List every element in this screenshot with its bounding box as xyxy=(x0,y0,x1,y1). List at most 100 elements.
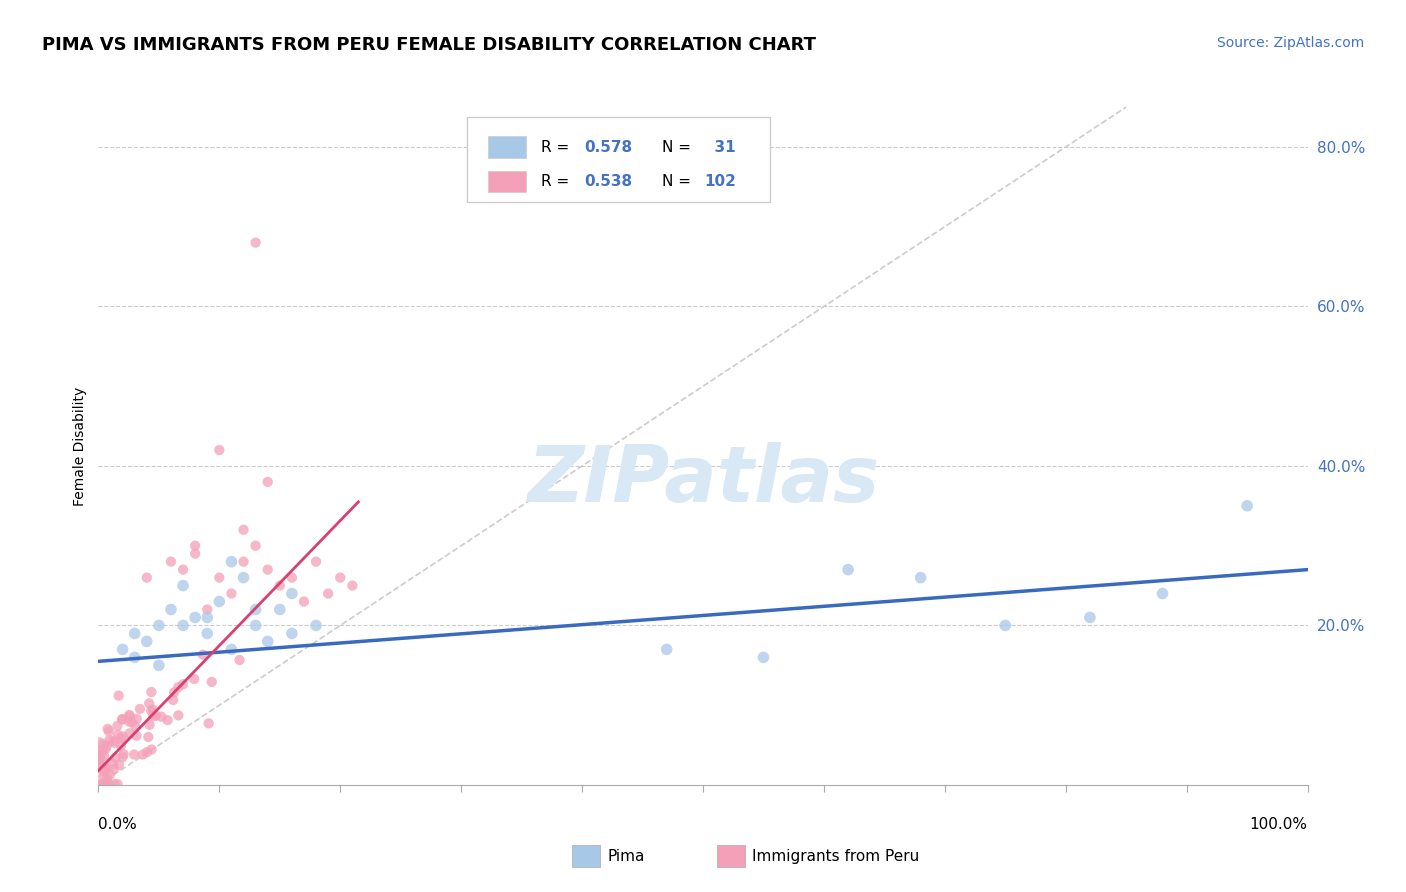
Point xyxy=(281,626,304,640)
Point xyxy=(97,722,120,736)
Point xyxy=(142,702,165,716)
Point xyxy=(111,730,134,744)
Text: R =: R = xyxy=(541,139,574,154)
Point xyxy=(195,610,218,624)
Point xyxy=(110,731,132,746)
Point xyxy=(93,738,115,752)
Y-axis label: Female Disability: Female Disability xyxy=(73,386,87,506)
Point xyxy=(94,777,117,791)
Point xyxy=(138,697,160,711)
Point xyxy=(96,739,118,754)
Point xyxy=(135,571,157,585)
Point xyxy=(89,761,111,775)
Point xyxy=(245,235,267,250)
Point xyxy=(97,724,120,739)
Point xyxy=(93,764,115,779)
Point xyxy=(91,770,114,784)
Point xyxy=(89,756,111,771)
Point xyxy=(655,642,678,657)
Point xyxy=(135,634,157,648)
Text: 0.578: 0.578 xyxy=(585,139,633,154)
Point xyxy=(292,594,315,608)
Text: 31: 31 xyxy=(704,139,735,154)
Point xyxy=(111,642,134,657)
Point xyxy=(90,743,112,757)
Point xyxy=(90,744,112,758)
Point xyxy=(163,685,186,699)
Point xyxy=(201,675,224,690)
Point xyxy=(245,539,267,553)
Point xyxy=(104,750,127,764)
Point xyxy=(221,586,243,600)
Point xyxy=(90,759,112,773)
Point xyxy=(183,672,205,686)
Point xyxy=(122,747,145,762)
Point xyxy=(232,555,254,569)
Point xyxy=(342,578,364,592)
Point xyxy=(110,739,132,753)
Point xyxy=(184,610,207,624)
Point xyxy=(184,539,207,553)
Point xyxy=(1236,499,1258,513)
Point xyxy=(89,750,111,764)
Point xyxy=(232,571,254,585)
Point xyxy=(221,642,243,657)
Text: N =: N = xyxy=(662,139,696,154)
Point xyxy=(1152,586,1174,600)
Text: R =: R = xyxy=(541,174,574,189)
Point xyxy=(256,475,278,489)
Point xyxy=(112,747,135,761)
Text: N =: N = xyxy=(662,174,696,189)
Point xyxy=(101,734,124,748)
Point xyxy=(89,759,111,773)
Point xyxy=(269,578,291,592)
Bar xyxy=(572,845,600,867)
Point xyxy=(208,442,231,457)
Point xyxy=(136,745,159,759)
Point xyxy=(172,578,194,592)
Point xyxy=(136,730,159,744)
Point xyxy=(94,762,117,776)
Point xyxy=(245,602,267,616)
Point xyxy=(221,555,243,569)
Point xyxy=(89,735,111,749)
Point xyxy=(111,750,134,764)
Point xyxy=(167,708,190,723)
Point xyxy=(118,707,141,722)
Point xyxy=(111,712,134,726)
Text: Pima: Pima xyxy=(607,849,645,863)
Point xyxy=(148,618,170,632)
Point xyxy=(150,709,173,723)
Point xyxy=(89,750,111,764)
FancyBboxPatch shape xyxy=(467,117,769,202)
Point xyxy=(111,712,134,726)
Point xyxy=(107,728,129,742)
Point xyxy=(167,680,190,694)
Point xyxy=(232,523,254,537)
Point xyxy=(107,689,129,703)
Text: 102: 102 xyxy=(704,174,737,189)
Point xyxy=(256,634,278,648)
Point xyxy=(121,715,143,730)
Point xyxy=(103,762,125,776)
Point xyxy=(269,602,291,616)
Point xyxy=(162,693,184,707)
Point xyxy=(96,771,118,785)
Point xyxy=(256,563,278,577)
Point xyxy=(172,563,194,577)
Point xyxy=(94,761,117,775)
Point xyxy=(125,729,148,743)
Point xyxy=(125,712,148,726)
Point xyxy=(90,777,112,791)
Text: PIMA VS IMMIGRANTS FROM PERU FEMALE DISABILITY CORRELATION CHART: PIMA VS IMMIGRANTS FROM PERU FEMALE DISA… xyxy=(42,36,815,54)
Point xyxy=(103,777,125,791)
Text: Source: ZipAtlas.com: Source: ZipAtlas.com xyxy=(1216,36,1364,50)
Point xyxy=(145,708,167,723)
Point xyxy=(141,704,163,718)
Point xyxy=(156,713,179,727)
Point xyxy=(107,777,129,791)
Bar xyxy=(488,170,526,193)
Point xyxy=(172,677,194,691)
Point xyxy=(197,716,219,731)
Point xyxy=(124,626,146,640)
